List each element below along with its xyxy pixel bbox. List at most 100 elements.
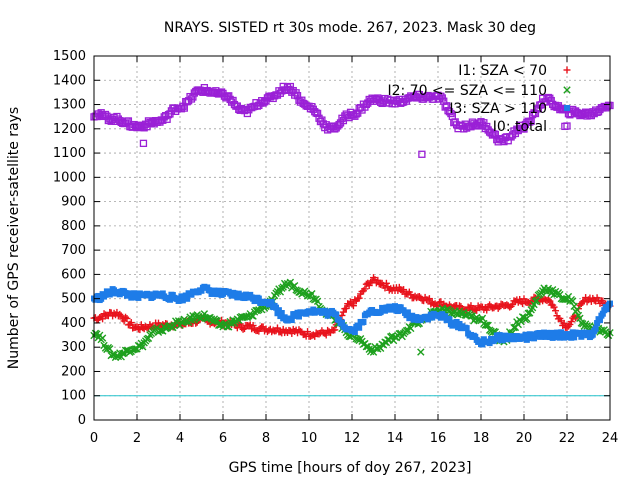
x-tick-label: 16 — [430, 431, 447, 446]
data-point — [578, 333, 585, 340]
legend-entry-i1: I1: SZA < 70 — [458, 63, 571, 79]
data-point — [496, 332, 503, 339]
y-tick-label: 100 — [61, 389, 86, 404]
data-point — [558, 329, 565, 336]
data-point — [369, 348, 378, 356]
data-point — [404, 309, 411, 316]
y-tick-label: 600 — [61, 267, 86, 282]
data-point — [355, 294, 363, 302]
y-tick-label: 1500 — [53, 49, 86, 64]
data-point — [92, 296, 99, 303]
series-i0 — [90, 82, 614, 158]
legend-label-i0: I0: total — [493, 119, 547, 135]
data-point — [567, 318, 575, 326]
data-point — [255, 295, 262, 302]
data-point — [331, 326, 339, 334]
x-tick-label: 20 — [516, 431, 533, 446]
data-point — [571, 334, 578, 341]
data-point — [268, 298, 275, 305]
data-point — [552, 307, 560, 315]
data-point — [249, 322, 257, 330]
data-point — [463, 325, 470, 332]
data-point — [308, 289, 316, 298]
data-point-outlier — [418, 150, 426, 158]
data-point — [425, 295, 433, 303]
data-point — [273, 324, 281, 332]
data-point — [592, 325, 599, 332]
data-point — [446, 316, 453, 323]
data-point — [338, 319, 345, 326]
x-tick-label: 24 — [602, 431, 619, 446]
data-point — [415, 293, 423, 301]
x-tick-label: 2 — [133, 431, 141, 446]
data-point — [365, 281, 373, 289]
data-point — [522, 331, 529, 338]
x-tick-label: 4 — [176, 431, 184, 446]
y-tick-label: 400 — [61, 316, 86, 331]
x-tick-label: 14 — [387, 431, 404, 446]
data-point — [394, 308, 401, 315]
data-point — [552, 334, 559, 341]
data-point — [478, 314, 487, 322]
data-point — [360, 319, 367, 326]
data-point — [483, 306, 491, 314]
y-tick-label: 0 — [78, 413, 86, 428]
x-tick-label: 8 — [262, 431, 270, 446]
x-tick-label: 18 — [473, 431, 490, 446]
data-point — [542, 333, 549, 340]
data-point — [382, 279, 390, 287]
x-tick-label: 22 — [559, 431, 576, 446]
legend-marker-symbol — [563, 86, 571, 94]
data-point — [526, 118, 534, 126]
data-point — [544, 296, 552, 304]
y-tick-label: 1300 — [53, 98, 86, 113]
data-point — [184, 295, 191, 302]
data-point — [333, 311, 340, 318]
data-point — [351, 329, 358, 336]
data-point — [491, 130, 499, 139]
data-point — [288, 317, 295, 324]
y-tick-label: 1400 — [53, 73, 86, 88]
legend-entry-i3: I3: SZA > 110 — [449, 101, 570, 117]
data-series — [90, 82, 614, 362]
data-point — [510, 323, 518, 332]
legend-marker-i1 — [563, 66, 571, 74]
series-i3 — [91, 283, 613, 348]
data-point — [392, 303, 398, 310]
data-point — [129, 294, 136, 301]
data-point — [413, 314, 420, 321]
legend-marker-symbol — [564, 105, 570, 111]
data-point — [546, 297, 554, 305]
data-point-outlier — [139, 139, 148, 148]
legend-label-i2: I2: 70 <= SZA <= 110 — [387, 83, 547, 99]
data-point — [313, 297, 322, 306]
data-point — [313, 109, 322, 118]
data-point — [520, 295, 528, 303]
data-point — [561, 334, 568, 341]
data-point — [533, 296, 541, 305]
legend-marker-i2 — [563, 86, 571, 94]
chart-title: NRAYS. SISTED rt 30s mode. 267, 2023. Ma… — [164, 20, 536, 36]
y-tick-label: 500 — [61, 292, 86, 307]
data-point — [116, 310, 124, 318]
y-tick-label: 700 — [61, 243, 86, 258]
legend-label-i1: I1: SZA < 70 — [458, 63, 547, 79]
data-point — [374, 276, 382, 284]
x-axis-label: GPS time [hours of doy 267, 2023] — [229, 460, 472, 476]
data-point — [483, 321, 491, 329]
legend-marker-i0 — [563, 122, 571, 130]
data-point — [98, 334, 107, 342]
data-point — [604, 306, 611, 313]
data-point — [550, 303, 558, 311]
tick-labels: 0100200300400500600700800900100011001200… — [53, 49, 618, 446]
data-point — [573, 305, 581, 314]
data-point — [560, 295, 568, 303]
data-point — [569, 297, 577, 305]
data-point — [295, 313, 302, 320]
data-point — [381, 307, 388, 314]
data-point — [342, 304, 350, 312]
data-point — [499, 337, 506, 344]
x-tick-label: 10 — [301, 431, 318, 446]
y-tick-label: 1100 — [53, 146, 86, 161]
